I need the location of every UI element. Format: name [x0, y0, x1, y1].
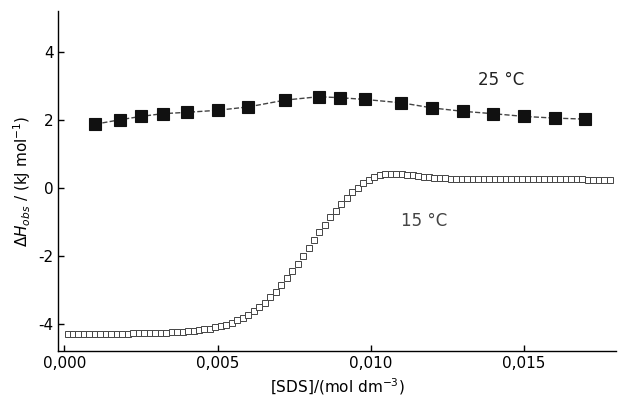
Text: 25 °C: 25 °C [478, 71, 524, 89]
Y-axis label: $\Delta H_{obs}$ / (kJ mol$^{-1}$): $\Delta H_{obs}$ / (kJ mol$^{-1}$) [11, 115, 33, 247]
Text: 15 °C: 15 °C [401, 211, 448, 230]
X-axis label: [SDS]/(mol dm$^{-3}$): [SDS]/(mol dm$^{-3}$) [270, 376, 404, 397]
